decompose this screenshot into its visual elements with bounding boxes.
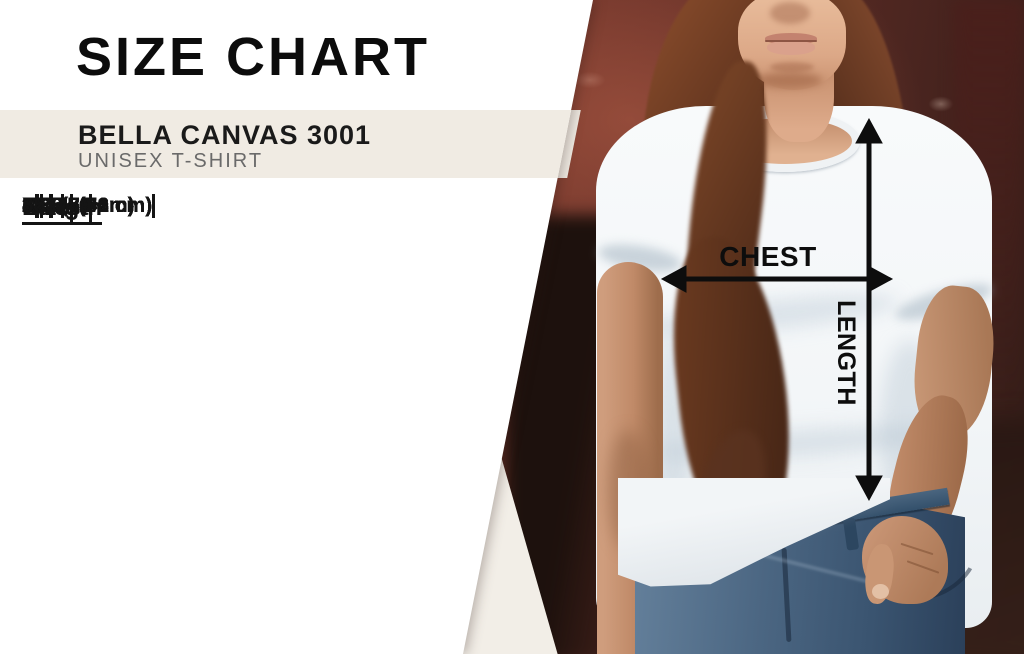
model-jaw-shadow bbox=[756, 72, 822, 88]
page-title: SIZE CHART bbox=[76, 27, 430, 87]
length-cell: 32" (81 cm) bbox=[22, 194, 135, 217]
length-cell: 31" (79 cm) bbox=[22, 194, 135, 217]
model-lip-line bbox=[765, 40, 817, 42]
product-subtitle: UNISEX T-SHIRT bbox=[78, 150, 264, 172]
chest-cell: 32.0" (81 cm) bbox=[22, 194, 156, 218]
length-cell: 34" (86 cm) bbox=[22, 194, 135, 217]
size-cell: L bbox=[22, 194, 38, 218]
model-thumbnail bbox=[872, 584, 889, 599]
size-cell: XL bbox=[22, 194, 52, 218]
size-table: Size Chest Length XS 16.5" (42 cm) 27" (… bbox=[22, 194, 460, 240]
chest-measurement-label: CHEST bbox=[719, 241, 817, 272]
length-cell: 33" (84 cm) bbox=[22, 194, 135, 217]
length-cell: 35" (89 cm) bbox=[22, 194, 135, 217]
model-chin-shadow bbox=[770, 62, 814, 72]
product-name: BELLA CANVAS 3001 bbox=[78, 120, 372, 150]
size-cell: 5XL bbox=[22, 194, 64, 218]
model-upper-lip bbox=[765, 33, 817, 44]
product-band: BELLA CANVAS 3001 UNISEX T-SHIRT bbox=[0, 110, 593, 178]
model-nose bbox=[770, 2, 810, 24]
model-lower-lip bbox=[767, 41, 815, 55]
column-header-chest: Chest bbox=[22, 194, 92, 225]
